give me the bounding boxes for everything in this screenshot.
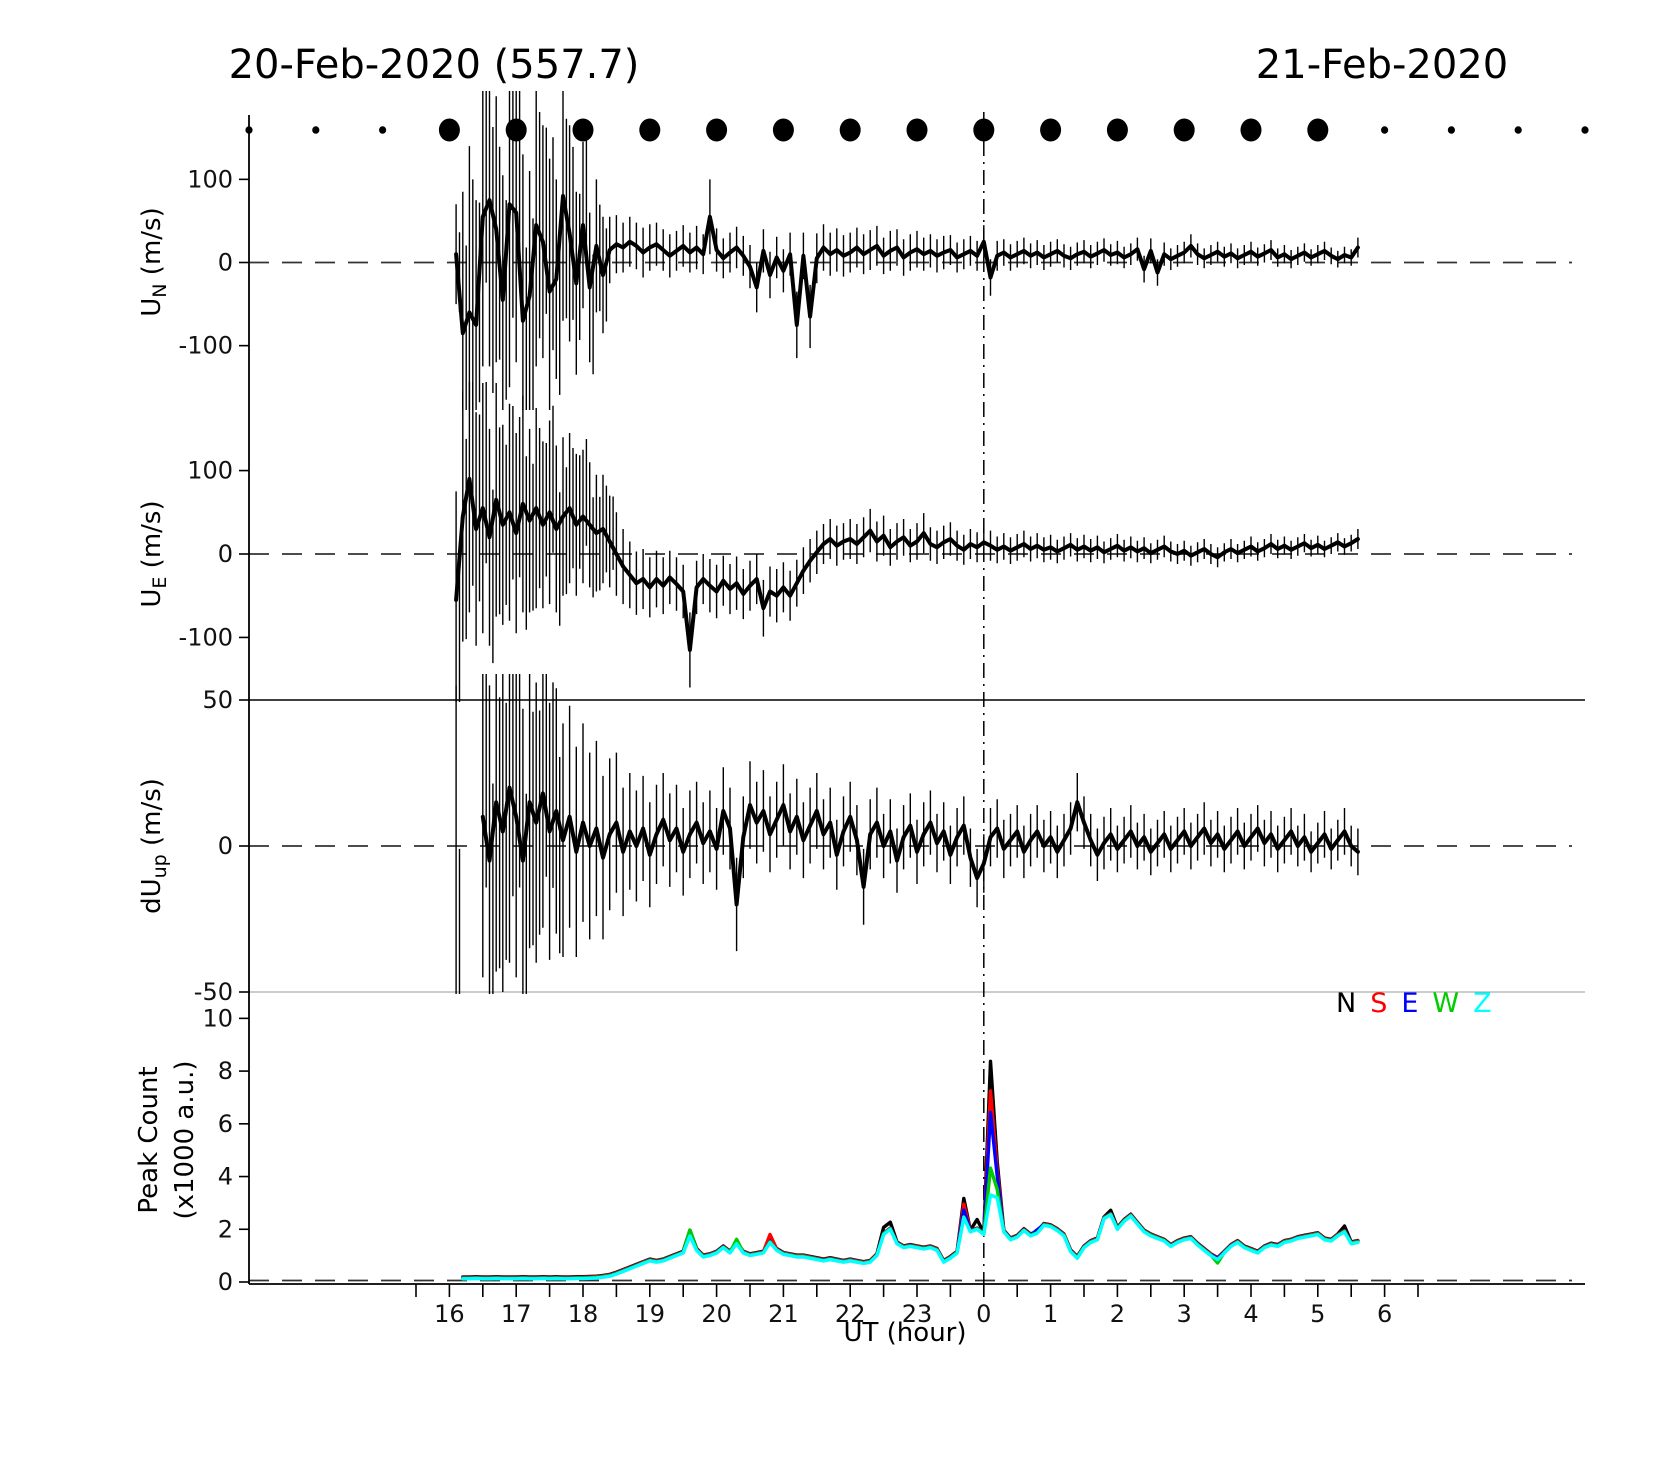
ylabel-peak-line2: (x1000 a.u.) [170,1060,200,1220]
x-tick-label: 23 [902,1300,933,1328]
y-ticks-panel-1: 100 0 -100 [179,457,249,651]
y-tick-label: 0 [218,540,233,568]
hour-dot [973,118,995,142]
y-tick-label: 2 [218,1215,233,1243]
ylabel-dup-unit: (m/s) [137,778,167,855]
y-tick-label: 0 [218,832,233,860]
legend-item-w: W [1432,988,1460,1019]
hour-dot [1514,126,1522,134]
hour-dot [312,126,320,134]
hour-dot [1307,118,1329,142]
y-tick-label: 100 [187,457,233,485]
hour-dot [906,118,928,142]
series-W [461,1166,1360,1281]
y-tick-label: -50 [194,978,233,1006]
y-tick-label: 6 [218,1110,233,1138]
hour-dot [1040,118,1062,142]
right-title: 21-Feb-2020 [1255,42,1509,88]
x-tick-label: 21 [768,1300,799,1328]
y-ticks-panel-2: 50 0 -50 [194,686,249,1006]
y-axis-label-peak: Peak Count (x1000 a.u.) [131,930,203,1350]
panel-U_N-data [454,91,1360,410]
ylabel-un-sub: N [149,283,172,298]
hour-dot [706,118,728,142]
x-tick-label: 17 [501,1300,532,1328]
x-tick-label: 5 [1310,1300,1325,1328]
legend-item-e: E [1401,988,1419,1019]
peak-count-series [461,1059,1360,1281]
x-tick-label: 3 [1177,1300,1192,1328]
x-tick-label: 18 [568,1300,599,1328]
y-tick-label: -100 [179,332,233,360]
hour-dot [1581,126,1589,134]
y-tick-label: 10 [202,1004,233,1032]
ylabel-ue-unit: (m/s) [137,500,167,577]
panel-U_E-data [454,382,1360,702]
hour-dot [839,118,861,142]
y-tick-label: 8 [218,1057,233,1085]
y-ticks-panel-3: 0 2 4 6 8 10 [202,1004,249,1296]
ylabel-dup-main: dU [137,878,167,914]
y-tick-label: 4 [218,1163,233,1191]
x-tick-label: 19 [635,1300,666,1328]
hour-dot [379,126,387,134]
mean-line-dU_up [480,785,1360,907]
y-tick-label: 0 [218,249,233,277]
hour-dot [772,118,794,142]
legend-item-n: N [1336,988,1357,1019]
x-tick-label: 1 [1043,1300,1058,1328]
hour-dot [1240,118,1262,142]
hour-dots-row [245,118,1589,142]
error-bars-U_E [455,382,1359,702]
x-tick-label: 16 [434,1300,465,1328]
y-tick-label: 100 [187,165,233,193]
y-tick-label: 50 [202,686,233,714]
x-tick-label: 4 [1243,1300,1258,1328]
mean-line-U_N [454,194,1360,336]
ylabel-ue-main: U [137,588,167,608]
x-tick-label: 2 [1110,1300,1125,1328]
hour-dot [1106,118,1128,142]
y-ticks-panel-0: 100 0 -100 [179,165,249,360]
hour-dot [572,118,594,142]
mean-line-U_E [454,476,1360,652]
ylabel-ue-sub: E [149,576,172,589]
x-ticks: 16 17 18 19 20 21 22 23 0 1 2 3 4 5 6 [415,1284,1419,1328]
left-title: 20-Feb-2020 (557.7) [228,42,640,88]
x-tick-label: 22 [835,1300,866,1328]
hour-dot [438,118,460,142]
hour-dot [639,118,661,142]
hour-dot [245,126,253,134]
hour-dot [1173,118,1195,142]
ylabel-peak-line1: Peak Count [134,1066,164,1214]
x-tick-label: 0 [976,1300,991,1328]
ylabel-dup-sub: up [149,854,172,879]
y-tick-label: 0 [218,1268,233,1296]
y-tick-label: -100 [179,623,233,651]
error-bars-dU_up [455,674,1359,994]
series-Z [461,1193,1360,1281]
hour-dot [1381,126,1389,134]
hour-dot [1447,126,1455,134]
legend-item-s: S [1370,988,1388,1019]
x-tick-label: 6 [1377,1300,1392,1328]
x-tick-label: 20 [701,1300,732,1328]
legend-item-z: Z [1473,988,1492,1019]
panel-dU_up-data [454,674,1360,994]
x-axis-label: UT (hour) [843,1318,967,1348]
ylabel-un-unit: (m/s) [137,207,167,284]
ylabel-un-main: U [137,297,167,317]
